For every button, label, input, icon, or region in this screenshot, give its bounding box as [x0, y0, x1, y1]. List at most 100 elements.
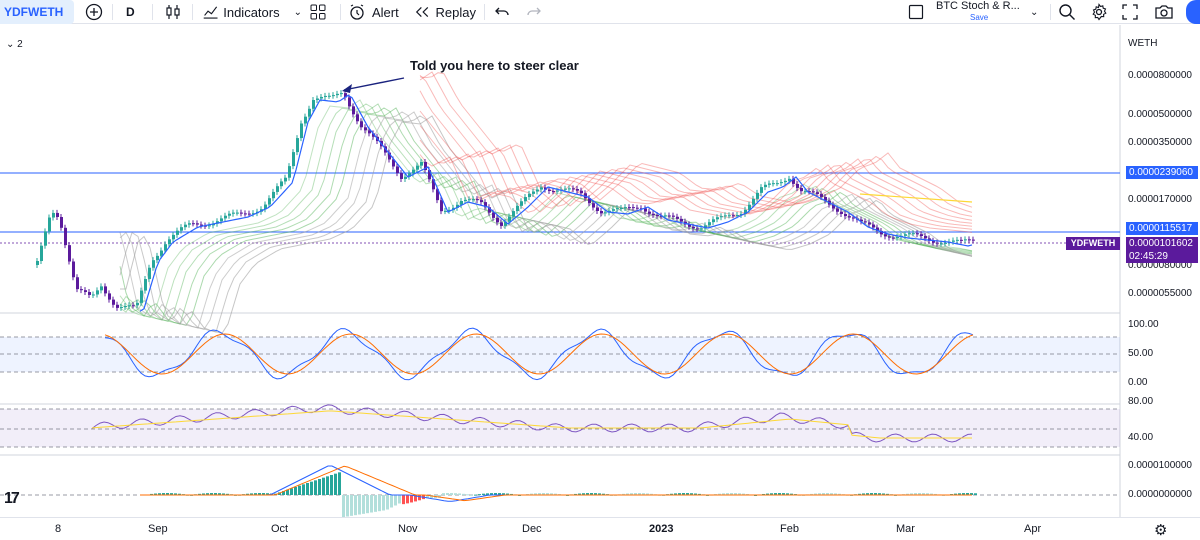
annotation-text[interactable]: Told you here to steer clear: [410, 58, 579, 73]
ribbon-line: [119, 107, 973, 325]
layout-select-checkbox[interactable]: [908, 0, 926, 24]
layout-menu-button[interactable]: ⌄: [1030, 0, 1044, 24]
legend-collapse-toggle[interactable]: ⌄ 2: [6, 39, 23, 50]
macd-bar: [774, 493, 777, 495]
layout-name-button[interactable]: BTC Stoch & R...: [936, 0, 1026, 12]
undo-button[interactable]: [494, 0, 512, 24]
candle-body: [300, 123, 303, 139]
candle-body: [840, 211, 843, 214]
indicators-button[interactable]: Indicators ⌄: [202, 0, 302, 24]
time-axis[interactable]: 8 Sep Oct Nov Dec 2023 Feb Mar Apr ⚙: [0, 517, 1200, 540]
candle-body: [888, 236, 891, 238]
macd-bar: [622, 493, 625, 495]
symbol-search-button[interactable]: YDFWETH: [0, 0, 74, 24]
macd-bar: [690, 493, 693, 495]
interval-button[interactable]: D: [126, 0, 142, 24]
stoch-k-line: [104, 327, 974, 381]
search-button[interactable]: [1058, 0, 1078, 24]
chart-type-button[interactable]: [164, 0, 184, 24]
candle-body: [212, 223, 215, 226]
candle-body: [492, 212, 495, 218]
compare-button[interactable]: [84, 0, 104, 24]
macd-bar: [258, 493, 261, 495]
candle-body: [548, 189, 551, 191]
candle-body: [148, 267, 151, 280]
candle-body: [216, 221, 219, 224]
templates-button[interactable]: [310, 0, 330, 24]
replay-button[interactable]: Replay: [414, 0, 476, 24]
macd-bar: [918, 493, 921, 495]
price-chart[interactable]: [0, 25, 1200, 520]
price-tick: 0.0000170000: [1128, 194, 1192, 205]
time-label: Mar: [896, 523, 915, 535]
alarm-clock-icon: [350, 4, 364, 20]
candle-body: [488, 207, 491, 213]
macd-bar: [302, 484, 305, 495]
candle-body: [176, 230, 179, 235]
candle-body: [532, 191, 535, 194]
macd-bar: [510, 493, 513, 495]
macd-bar: [638, 493, 641, 495]
candle-body: [676, 216, 679, 219]
candle-body: [604, 212, 607, 214]
macd-bar: [458, 493, 461, 495]
fullscreen-button[interactable]: [1122, 0, 1142, 24]
camera-icon: [1155, 5, 1173, 19]
yellow-trend-line[interactable]: [859, 193, 973, 203]
macd-bar: [374, 495, 377, 512]
macd-bar: [858, 493, 861, 495]
candle-body: [816, 192, 819, 195]
candle-body: [308, 108, 311, 117]
ribbon-line-red: [419, 154, 973, 233]
macd-bar: [318, 479, 321, 495]
macd-bar: [878, 493, 881, 495]
candle-body: [276, 186, 279, 192]
macd-bar: [922, 493, 925, 495]
macd-bar: [430, 495, 433, 499]
candle-body: [580, 190, 583, 194]
chevron-down-icon: ⌄: [293, 6, 302, 18]
macd-bar: [910, 493, 913, 495]
gear-icon[interactable]: ⚙: [1154, 522, 1168, 539]
candle-body: [68, 245, 71, 262]
publish-button[interactable]: [1186, 0, 1200, 24]
alert-label: Alert: [372, 4, 399, 20]
candle-body: [480, 200, 483, 203]
candle-body: [60, 217, 63, 228]
candle-body: [768, 183, 771, 185]
candle-body: [472, 199, 475, 201]
rsi-band: [0, 409, 1120, 447]
candle-body: [904, 234, 907, 236]
macd-bar: [418, 495, 421, 501]
candle-body: [632, 207, 635, 209]
candle-body: [572, 188, 575, 190]
tradingview-logo-icon[interactable]: 17: [4, 490, 20, 507]
macd-bar: [150, 493, 153, 495]
annotation-arrow[interactable]: [343, 77, 405, 91]
layout-save-link[interactable]: Save: [970, 13, 989, 22]
candle-body: [228, 213, 231, 216]
candle-body: [396, 166, 399, 174]
macd-bar: [386, 495, 389, 510]
candle-body: [540, 187, 543, 190]
candle-body: [196, 223, 199, 225]
macd-bar: [626, 493, 629, 495]
snapshot-button[interactable]: [1154, 0, 1176, 24]
time-label: Dec: [522, 523, 542, 535]
candle-body: [544, 187, 547, 190]
macd-bar: [586, 493, 589, 495]
redo-button[interactable]: [526, 0, 544, 24]
macd-line: [140, 465, 972, 502]
macd-bar: [546, 493, 549, 495]
macd-bar: [786, 493, 789, 495]
macd-bar: [738, 493, 741, 495]
alert-button[interactable]: Alert: [348, 0, 404, 24]
candle-body: [772, 183, 775, 185]
candle-body: [860, 219, 863, 222]
macd-bar: [766, 493, 769, 495]
indicators-icon: [203, 6, 218, 19]
candle-body: [264, 204, 267, 210]
candle-body: [648, 211, 651, 214]
macd-bar: [334, 473, 337, 495]
settings-button[interactable]: [1090, 0, 1110, 24]
